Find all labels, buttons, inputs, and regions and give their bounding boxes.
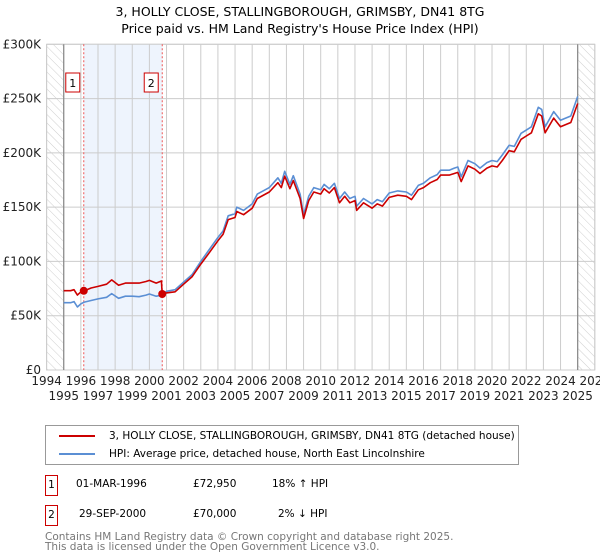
x-tick-label: 2003 bbox=[186, 389, 217, 403]
legend-item-price-paid: 3, HOLLY CLOSE, STALLINGBOROUGH, GRIMSBY… bbox=[46, 428, 515, 444]
transaction-badge: 2 bbox=[45, 505, 58, 526]
x-tick-label: 2008 bbox=[271, 374, 302, 388]
x-tick-label: 2016 bbox=[408, 374, 439, 388]
y-tick-label: £100K bbox=[3, 254, 43, 268]
y-tick-label: £50K bbox=[10, 309, 42, 323]
x-tick-label: 2022 bbox=[511, 374, 542, 388]
y-tick-label: £150K bbox=[3, 200, 43, 214]
x-tick-label: 2018 bbox=[442, 374, 473, 388]
y-tick-label: £300K bbox=[3, 37, 43, 51]
legend-label-price-paid: 3, HOLLY CLOSE, STALLINGBOROUGH, GRIMSBY… bbox=[109, 430, 515, 442]
x-tick-label: 2007 bbox=[254, 389, 285, 403]
legend: 3, HOLLY CLOSE, STALLINGBOROUGH, GRIMSBY… bbox=[45, 425, 519, 465]
x-tick-label: 2024 bbox=[545, 374, 576, 388]
transaction-date: 29-SEP-2000 bbox=[79, 508, 147, 520]
transaction-price: £72,950 bbox=[193, 478, 237, 490]
footer-licence: This data is licensed under the Open Gov… bbox=[45, 541, 380, 553]
x-tick-label: 2012 bbox=[340, 374, 371, 388]
hpi-line bbox=[63, 96, 579, 308]
x-tick-label: 2010 bbox=[305, 374, 336, 388]
x-tick-label: 2001 bbox=[151, 389, 182, 403]
y-tick-label: £200K bbox=[3, 146, 43, 160]
x-tick-label: 2009 bbox=[288, 389, 319, 403]
x-tick-label: 2002 bbox=[168, 374, 199, 388]
x-tick-label: 2025 bbox=[562, 389, 593, 403]
transaction-price: £70,000 bbox=[193, 508, 237, 520]
transaction-row: 2 29-SEP-2000 £70,000 2% ↓ HPI bbox=[45, 505, 600, 526]
legend-swatch-red bbox=[59, 435, 95, 437]
chart-subtitle: Price paid vs. HM Land Registry's House … bbox=[121, 21, 479, 36]
x-tick-label: 2019 bbox=[460, 389, 491, 403]
sale-label: 2 bbox=[148, 77, 155, 90]
x-tick-label: 2004 bbox=[203, 374, 234, 388]
sale-label: 1 bbox=[69, 77, 76, 90]
sale-label-box bbox=[143, 72, 159, 93]
sale-point bbox=[158, 290, 167, 299]
x-tick-label: 2017 bbox=[425, 389, 456, 403]
price-chart: 1994199519961997199819992000200120022003… bbox=[3, 37, 600, 403]
transaction-row: 1 01-MAR-1996 £72,950 18% ↑ HPI bbox=[45, 475, 600, 496]
sale-label-box bbox=[65, 72, 81, 93]
x-tick-label: 1996 bbox=[66, 374, 97, 388]
x-tick-label: 1999 bbox=[117, 389, 148, 403]
footer-copyright: Contains HM Land Registry data © Crown c… bbox=[45, 531, 454, 543]
x-tick-label: 2015 bbox=[391, 389, 422, 403]
x-tick-label: 1994 bbox=[31, 374, 62, 388]
y-tick-label: £0 bbox=[26, 363, 41, 377]
x-tick-label: 1998 bbox=[100, 374, 131, 388]
x-tick-label: 2014 bbox=[374, 374, 405, 388]
x-tick-label: 2006 bbox=[237, 374, 268, 388]
x-tick-label: 2011 bbox=[323, 389, 354, 403]
transaction-hpi: 2% ↓ HPI bbox=[278, 508, 328, 520]
legend-label-hpi: HPI: Average price, detached house, Nort… bbox=[109, 448, 425, 460]
chart-title: 3, HOLLY CLOSE, STALLINGBOROUGH, GRIMSBY… bbox=[115, 4, 485, 19]
x-tick-label: 2020 bbox=[477, 374, 508, 388]
x-tick-label: 2026 bbox=[580, 374, 600, 388]
x-tick-label: 2013 bbox=[357, 389, 388, 403]
x-tick-label: 2005 bbox=[220, 389, 251, 403]
sale-point bbox=[79, 286, 88, 295]
x-tick-label: 2021 bbox=[494, 389, 525, 403]
x-tick-label: 2023 bbox=[528, 389, 559, 403]
x-tick-label: 1995 bbox=[48, 389, 79, 403]
transaction-date: 01-MAR-1996 bbox=[76, 478, 147, 490]
transaction-hpi: 18% ↑ HPI bbox=[272, 478, 329, 490]
y-tick-label: £250K bbox=[3, 92, 43, 106]
price-paid-line bbox=[63, 103, 579, 296]
transaction-badge: 1 bbox=[45, 475, 58, 496]
x-tick-label: 2000 bbox=[134, 374, 165, 388]
legend-item-hpi: HPI: Average price, detached house, Nort… bbox=[46, 446, 425, 462]
x-tick-label: 1997 bbox=[83, 389, 114, 403]
legend-swatch-blue bbox=[59, 453, 95, 455]
